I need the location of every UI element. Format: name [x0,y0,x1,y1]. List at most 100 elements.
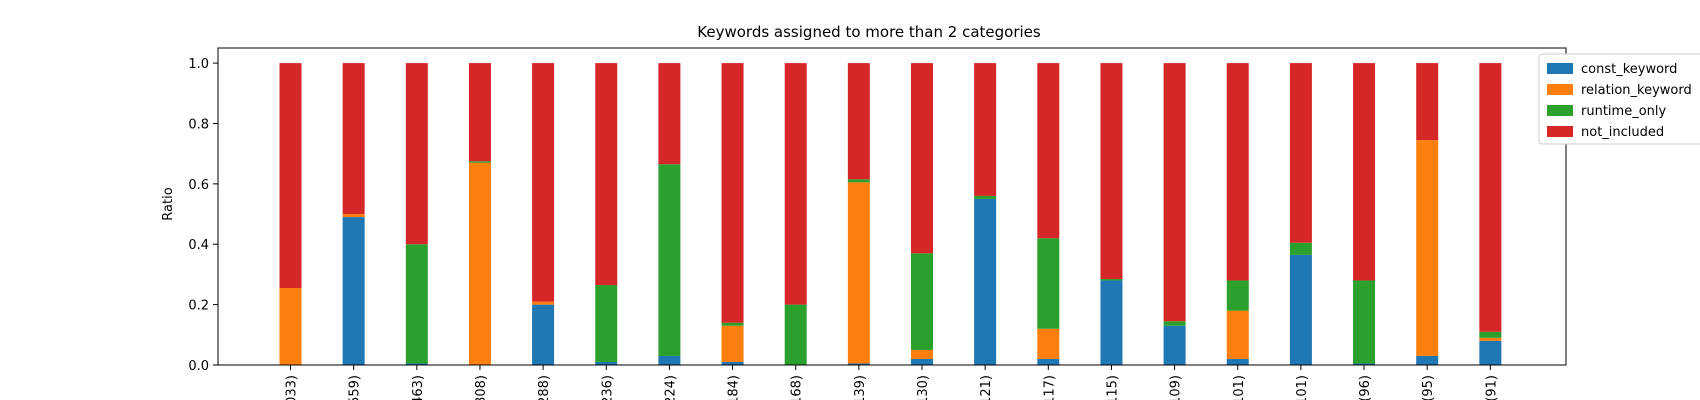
bar-segment-runtime-only-3 [405,244,428,364]
bar-segment-const-keyword-8 [721,361,744,365]
legend: const_keyword relation_keyword runtime_onl… [1538,53,1700,145]
bar-segment-relation-keyword-5 [532,301,555,305]
bar-segment-not-included-20 [1479,63,1502,332]
bar-segment-relation-keyword-1 [279,288,302,365]
y-tick-label: 1.0 [188,57,209,72]
bar-segment-runtime-only-14 [1100,278,1123,281]
bar-segment-const-keyword-2 [342,217,365,365]
bar-segment-const-keyword-10 [847,363,870,365]
bar-segment-not-included-4 [468,63,491,162]
legend-swatch-runtime-only [1547,105,1573,116]
bar-segment-const-keyword-17 [1289,254,1312,365]
bar-segment-not-included-18 [1353,63,1376,281]
y-tick-label: 0.6 [188,178,209,193]
bar-segment-relation-keyword-19 [1416,140,1439,356]
bar-segment-not-included-6 [595,63,618,285]
x-tick-label: 308) [474,375,489,400]
x-tick-label: 101) [1295,375,1310,400]
bar-segment-relation-keyword-8 [721,325,744,362]
bar-segment-const-keyword-6 [595,361,618,365]
bar-segment-runtime-only-4 [468,161,491,163]
bar-segment-const-keyword-20 [1479,340,1502,365]
bar-segment-runtime-only-9 [784,304,807,365]
x-tick-label: 559) [348,375,363,400]
y-tick-label: 0.8 [188,117,209,132]
legend-swatch-relation-keyword [1547,84,1573,95]
bar-segment-relation-keyword-16 [1226,310,1249,359]
bar-segment-relation-keyword-13 [1037,328,1060,359]
bar-segment-not-included-11 [911,63,933,254]
bar-segment-not-included-13 [1037,63,1060,239]
x-tick-label: 115) [1105,375,1120,400]
legend-swatch-not-included [1547,126,1573,137]
bar-segment-relation-keyword-20 [1479,337,1502,341]
bar-segment-const-keyword-13 [1037,358,1060,365]
bar-segment-const-keyword-7 [658,355,681,365]
axes-group: 0.0 0.2 0.4 0.6 0.8 1.0 033) 559) 463) 308) 288) 23… [188,47,1567,400]
bar-segment-not-included-17 [1289,63,1312,243]
x-tick-label: 121) [979,375,994,400]
x-tick-label: 033) [285,375,300,400]
bar-segment-const-keyword-19 [1416,355,1439,365]
bar-segment-relation-keyword-11 [911,349,933,359]
bar-segment-const-keyword-15 [1163,325,1186,365]
bar-segment-runtime-only-20 [1479,331,1502,338]
bar-segment-not-included-8 [721,63,744,323]
bar-segment-relation-keyword-10 [847,182,870,364]
x-tick-label: 109) [1169,375,1184,400]
bar-segment-const-keyword-3 [405,363,428,365]
x-tick-label: 130) [916,375,931,400]
legend-label-runtime-only: runtime_only [1581,104,1666,119]
y-tick-label: 0.2 [188,299,209,314]
bar-segment-not-included-14 [1100,63,1123,279]
bar-segment-not-included-12 [974,63,997,196]
bar-segment-runtime-only-8 [721,322,744,326]
x-tick-label: 168) [790,375,805,400]
bar-segment-relation-keyword-2 [342,214,365,218]
bars-group [279,63,1502,365]
x-tick-label: (95) [1421,375,1436,400]
bar-segment-runtime-only-13 [1037,238,1060,329]
x-tick-label: 139) [853,375,868,400]
bar-segment-not-included-16 [1226,63,1249,281]
legend-label-relation-keyword: relation_keyword [1581,83,1692,98]
bar-segment-const-keyword-5 [532,304,555,365]
bar-segment-runtime-only-17 [1289,242,1312,255]
bar-segment-const-keyword-16 [1226,358,1249,365]
x-tick-label: 236) [600,375,615,400]
x-tick-label: 101) [1232,375,1247,400]
bar-segment-runtime-only-10 [847,179,870,183]
bar-segment-const-keyword-12 [974,198,997,365]
legend-label-not-included: not_included [1581,125,1664,140]
x-tick-label: (91) [1484,375,1499,400]
bar-segment-runtime-only-7 [658,164,681,356]
bar-segment-not-included-2 [342,63,365,215]
bar-segment-runtime-only-18 [1353,280,1376,364]
x-tick-label: 184) [727,375,742,400]
bar-segment-runtime-only-12 [974,195,997,199]
bar-segment-const-keyword-14 [1100,280,1123,365]
legend-box [1538,53,1700,145]
bar-segment-runtime-only-16 [1226,280,1249,311]
y-axis-label: Ratio [161,187,176,220]
bar-segment-runtime-only-11 [911,253,933,350]
legend-label-const-keyword: const_keyword [1581,62,1677,77]
bar-segment-not-included-7 [658,63,681,165]
bar-segment-not-included-15 [1163,63,1186,322]
bar-segment-runtime-only-6 [595,285,618,362]
x-tick-label: 117) [1042,375,1057,400]
x-tick-label: 288) [537,375,552,400]
bar-segment-runtime-only-15 [1163,321,1186,326]
bar-segment-const-keyword-11 [911,358,933,365]
x-tick-label: 224) [663,375,678,400]
bar-segment-not-included-3 [405,63,428,245]
bar-segment-not-included-19 [1416,63,1439,141]
x-tick-label: 463) [411,375,426,400]
bar-segment-not-included-10 [847,63,870,180]
y-tick-label: 0.4 [188,238,209,253]
chart-title: Keywords assigned to more than 2 categor… [697,23,1041,41]
bar-segment-not-included-1 [279,63,302,289]
bar-segment-not-included-9 [784,63,807,305]
bar-segment-not-included-5 [532,63,555,302]
